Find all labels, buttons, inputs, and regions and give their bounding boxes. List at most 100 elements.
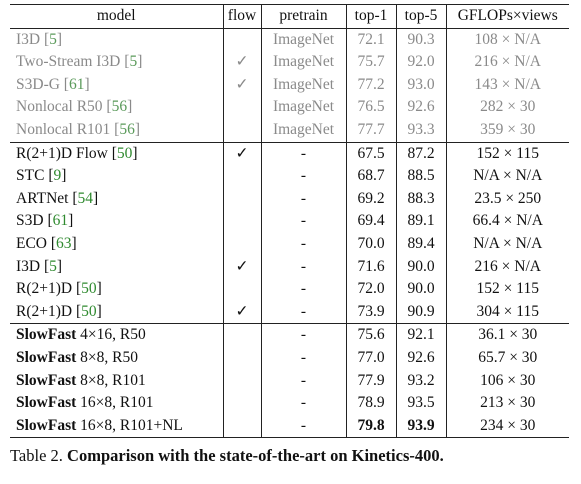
citation-link[interactable]: 56 — [111, 98, 128, 116]
model-name: Nonlocal R101 — [16, 120, 111, 138]
cell-top1: 78.9 — [346, 392, 397, 415]
cell-top5: 93.3 — [396, 118, 447, 143]
cell-pretrain: - — [261, 392, 347, 415]
cell-top5-value: 93.9 — [407, 416, 435, 434]
cell-top5: 90.9 — [396, 300, 447, 324]
cell-top5-value: 88.3 — [407, 189, 435, 207]
cell-top1-value: 77.0 — [357, 348, 385, 366]
cell-pretrain: ImageNet — [261, 73, 347, 97]
cell-top1-value: 70.0 — [357, 234, 385, 252]
cell-pretrain: - — [261, 255, 347, 279]
cell-model: R(2+1)D [50] — [10, 278, 224, 301]
cell-model: Nonlocal R50 [56] — [10, 96, 224, 119]
cell-top1-value: 77.2 — [357, 75, 385, 93]
citation-link[interactable]: 61 — [68, 75, 85, 93]
model-name: Two-Stream I3D — [16, 53, 121, 71]
cell-top5-value: 93.3 — [407, 120, 435, 138]
cell-top1: 75.6 — [346, 323, 397, 347]
cell-pretrain-value: - — [300, 234, 307, 252]
cell-gflops-views-value: 23.5 × 250 — [474, 189, 542, 207]
table-row: ARTNet [54] - 69.2 88.3 23.5 × 250 — [10, 187, 569, 211]
cell-top1-value: 68.7 — [357, 167, 385, 185]
cell-top1-value: 77.7 — [357, 120, 385, 138]
cell-gflops-views-value: 213 × 30 — [480, 394, 536, 412]
citation-link[interactable]: 9 — [53, 167, 62, 185]
cell-pretrain-value: ImageNet — [272, 30, 335, 48]
cell-flow — [223, 118, 262, 143]
cell-flow — [223, 165, 262, 188]
table-row: R(2+1)D Flow [50] ✓ - 67.5 87.2 152 × 115 — [10, 141, 569, 166]
cell-top1-value: 72.1 — [357, 30, 385, 48]
cell-gflops-views: 282 × 30 — [446, 96, 569, 119]
cell-pretrain-value: - — [300, 212, 307, 230]
cell-gflops-views: 213 × 30 — [446, 392, 569, 415]
model-name: R(2+1)D — [16, 302, 73, 320]
cell-top1: 77.7 — [346, 118, 397, 143]
table-caption: Table 2. Comparison with the state-of-th… — [6, 446, 575, 466]
cell-gflops-views: 65.7 × 30 — [446, 347, 569, 370]
cell-top1: 77.0 — [346, 346, 397, 370]
cell-pretrain: - — [261, 141, 347, 166]
cell-flow-value: ✓ — [235, 75, 249, 93]
cell-top1-value: 71.6 — [357, 257, 385, 275]
cell-top5-value: 89.1 — [407, 212, 435, 230]
cell-gflops-views: 108 × N/A — [446, 28, 569, 51]
cell-pretrain: - — [261, 278, 347, 301]
cell-flow: ✓ — [223, 300, 262, 324]
cell-flow — [223, 28, 262, 52]
cell-top5: 89.4 — [396, 232, 447, 256]
cell-pretrain: - — [261, 300, 347, 324]
citation-link[interactable]: 5 — [49, 30, 57, 48]
cell-pretrain: - — [261, 369, 347, 393]
cell-pretrain: - — [261, 323, 347, 347]
model-config: 16×8, R101 — [76, 394, 154, 412]
cell-top5-value: 92.6 — [407, 98, 435, 116]
header-top1: top-1 — [346, 4, 397, 29]
table-body: I3D [5] ImageNet 72.1 90.3 108 × N/A Two-Stre… — [10, 28, 569, 439]
cell-pretrain: ImageNet — [261, 51, 347, 74]
cell-pretrain: ImageNet — [261, 96, 347, 119]
cell-top1: 70.0 — [346, 232, 397, 256]
cell-flow — [223, 278, 262, 301]
cell-top5: 89.1 — [396, 210, 447, 233]
citation-link[interactable]: 63 — [56, 234, 72, 252]
cell-gflops-views-value: 106 × 30 — [480, 371, 536, 389]
citation-link[interactable]: 5 — [129, 53, 138, 71]
cell-flow: ✓ — [223, 51, 262, 74]
cell-pretrain-value: ImageNet — [272, 98, 335, 116]
cell-top5: 92.6 — [396, 96, 447, 119]
model-name-bold: SlowFast — [16, 348, 77, 366]
cell-gflops-views-value: 108 × N/A — [474, 30, 541, 48]
cell-flow — [223, 346, 262, 370]
cell-flow: ✓ — [223, 255, 262, 279]
cell-top1-value: 75.6 — [357, 326, 385, 344]
cell-top1-value: 67.5 — [357, 144, 385, 162]
cell-pretrain-value: - — [300, 416, 307, 434]
cell-top1: 69.2 — [346, 187, 397, 211]
citation-link[interactable]: 56 — [119, 120, 135, 138]
cell-gflops-views-value: 36.1 × 30 — [478, 326, 538, 344]
table-row: SlowFast 16×8, R101+NL - 79.8 93.9 234 × 30 — [10, 414, 569, 439]
table-row: SlowFast 8×8, R50 - 77.0 92.6 65.7 × 30 — [10, 346, 569, 370]
model-name: R(2+1)D Flow — [16, 144, 108, 162]
cell-model: ECO [63] — [10, 232, 224, 256]
cell-gflops-views-value: 216 × N/A — [474, 53, 541, 71]
cell-pretrain-value: - — [300, 326, 307, 344]
cell-flow — [223, 187, 262, 211]
citation-link[interactable]: 5 — [49, 257, 57, 275]
citation-link[interactable]: 54 — [77, 189, 94, 207]
citation-link[interactable]: 50 — [81, 302, 97, 320]
header-gflops-views: GFLOPs×views — [446, 4, 569, 29]
cell-model: S3D [61] — [10, 210, 224, 233]
table-row: SlowFast 16×8, R101 - 78.9 93.5 213 × 30 — [10, 392, 569, 415]
cell-flow-value: ✓ — [235, 144, 249, 162]
cell-flow — [223, 210, 262, 233]
cell-pretrain: - — [261, 165, 347, 188]
citation-link[interactable]: 61 — [52, 212, 69, 230]
cell-top1: 72.1 — [346, 28, 397, 52]
cell-gflops-views: 152 × 115 — [446, 278, 569, 301]
cell-pretrain: ImageNet — [261, 118, 347, 143]
caption-title: Comparison with the state-of-the-art on … — [67, 446, 444, 466]
citation-link[interactable]: 50 — [81, 280, 97, 298]
citation-link[interactable]: 50 — [116, 144, 133, 162]
